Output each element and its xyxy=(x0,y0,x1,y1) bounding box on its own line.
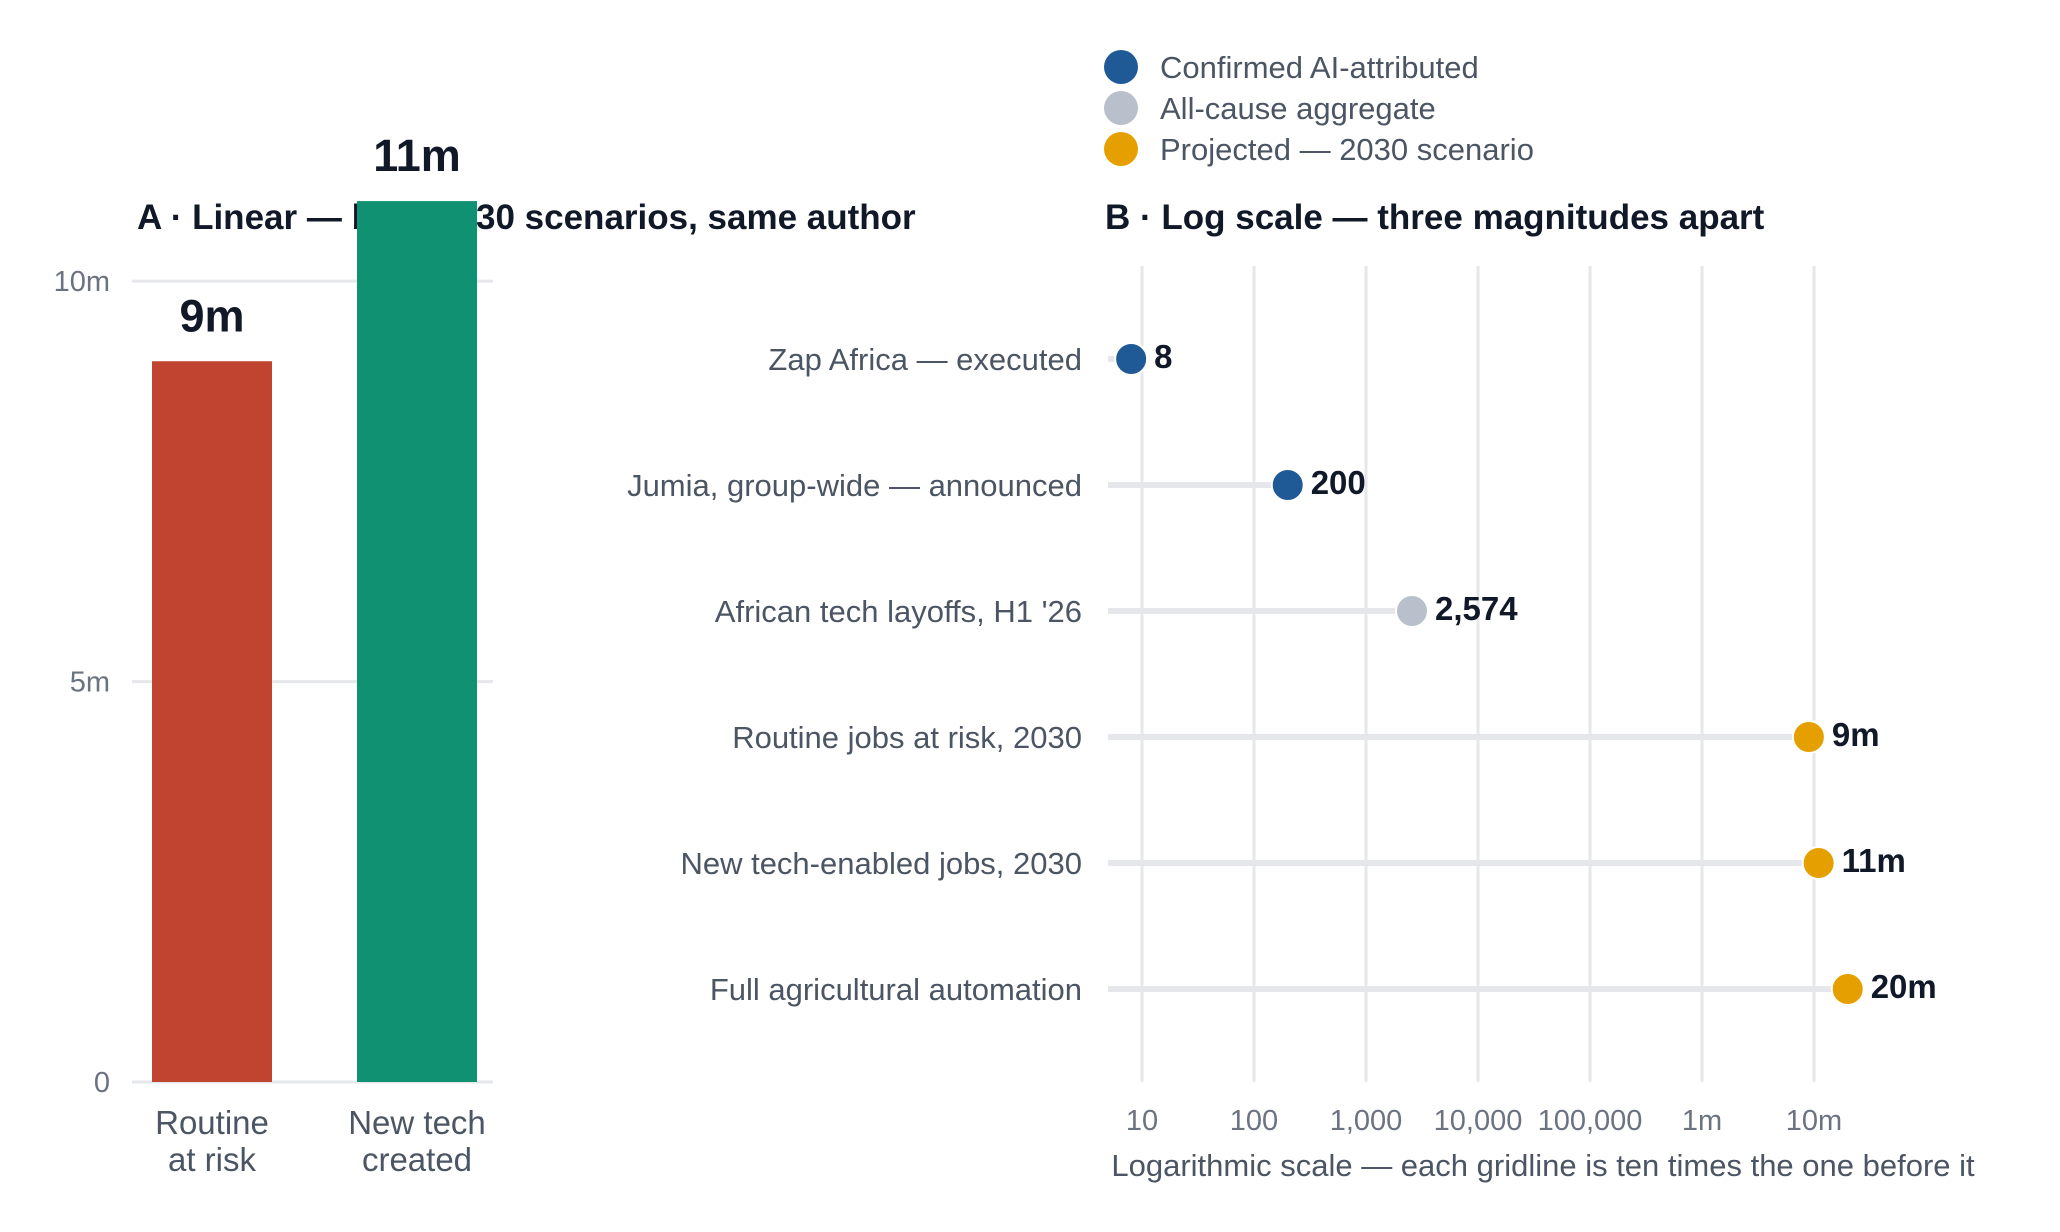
data-point-label: 9m xyxy=(1832,716,1880,753)
bar xyxy=(152,361,272,1082)
data-point-label: 11m xyxy=(1842,842,1906,879)
y-tick-label: 5m xyxy=(70,667,110,699)
y-category-label: New tech-enabled jobs, 2030 xyxy=(680,846,1082,881)
x-tick-label: 10,000 xyxy=(1434,1105,1523,1137)
bar xyxy=(357,201,477,1083)
y-category-label: Jumia, group-wide — announced xyxy=(627,468,1082,503)
data-point-label: 20m xyxy=(1871,968,1937,1005)
legend-swatch xyxy=(1104,132,1138,166)
x-tick-label: 10m xyxy=(1786,1105,1842,1137)
data-point xyxy=(1270,468,1305,502)
y-category-label: Full agricultural automation xyxy=(710,972,1082,1007)
y-category-label: African tech layoffs, H1 '26 xyxy=(715,594,1082,629)
panel-b-title: B · Log scale — three magnitudes apart xyxy=(1105,198,1765,237)
x-category-label: New tech created xyxy=(348,1104,486,1178)
panel-b-log-chart: 10 100 1,000 10,000 100,000 1m 10m Zap Africa —… xyxy=(627,266,1937,1137)
panel-a-title: A · Linear — both 2030 scenarios, same a… xyxy=(137,198,916,237)
data-point xyxy=(1791,720,1826,754)
y-category-label: Routine jobs at risk, 2030 xyxy=(732,720,1082,755)
y-tick-label: 0 xyxy=(94,1067,110,1099)
data-point xyxy=(1801,846,1836,880)
panel-b-x-axis-title: Logarithmic scale — each gridline is ten… xyxy=(1111,1148,1975,1183)
data-point-label: 2,574 xyxy=(1435,590,1518,627)
y-tick-label: 10m xyxy=(54,266,110,298)
data-point-label: 200 xyxy=(1311,464,1366,501)
data-point xyxy=(1394,594,1429,628)
data-point-label: 8 xyxy=(1154,338,1172,375)
legend-swatch xyxy=(1104,91,1138,125)
legend-label: Projected — 2030 scenario xyxy=(1160,132,1534,167)
bar-value-label: 11m xyxy=(373,130,461,181)
x-tick-label: 10 xyxy=(1126,1105,1158,1137)
legend: Confirmed AI-attributed All-cause aggrega… xyxy=(1104,50,1534,167)
data-point xyxy=(1830,972,1865,1006)
legend-label: Confirmed AI-attributed xyxy=(1160,50,1479,85)
x-tick-label: 1,000 xyxy=(1330,1105,1403,1137)
panel-a-bar-chart: 0 5m 10m 9m Routine at risk 11m New tech created xyxy=(54,130,493,1178)
x-category-label: Routine at risk xyxy=(155,1104,269,1178)
bar-value-label: 9m xyxy=(179,290,244,341)
x-tick-label: 1m xyxy=(1682,1105,1722,1137)
x-tick-label: 100,000 xyxy=(1538,1105,1643,1137)
legend-label: All-cause aggregate xyxy=(1160,91,1436,126)
data-point xyxy=(1114,342,1149,376)
x-tick-label: 100 xyxy=(1230,1105,1278,1137)
legend-swatch xyxy=(1104,50,1138,84)
y-category-label: Zap Africa — executed xyxy=(768,342,1082,377)
